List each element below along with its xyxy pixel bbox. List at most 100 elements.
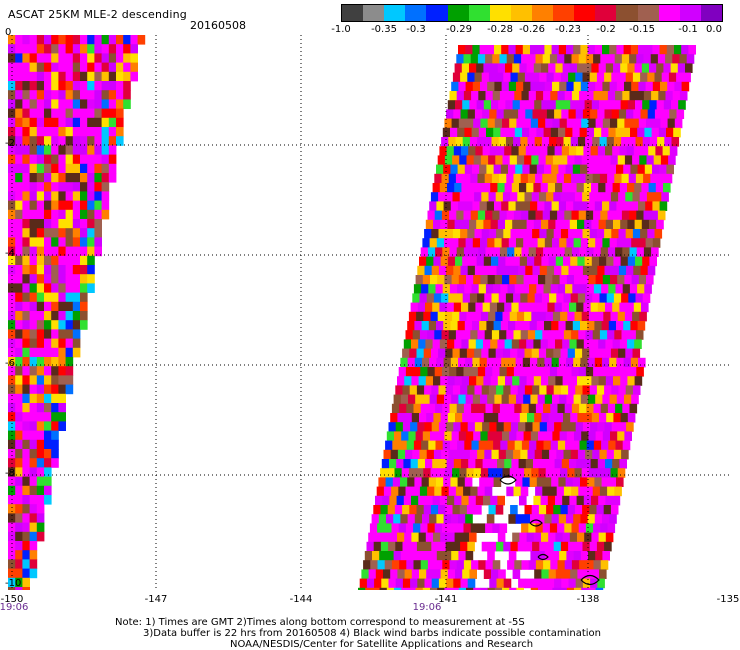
colorbar-segment <box>637 5 659 21</box>
swath-cell <box>116 62 124 73</box>
swath-cell <box>481 541 490 552</box>
swath-cell <box>550 247 558 257</box>
swath-cell <box>80 228 88 238</box>
swath-cell <box>659 164 667 175</box>
swath-cell <box>468 339 477 349</box>
swath-cell <box>36 71 45 82</box>
swath-cell <box>594 357 603 368</box>
swath-cell <box>72 200 81 211</box>
swath-cell <box>565 284 573 294</box>
swath-cell <box>512 569 521 579</box>
swath-cell <box>489 265 497 276</box>
swath-cell <box>551 477 559 487</box>
swath-cell <box>626 265 634 276</box>
swath-cell <box>580 81 589 92</box>
swath-cell <box>94 108 102 119</box>
swath-cell <box>488 155 496 165</box>
swath-cell <box>29 35 38 45</box>
swath-cell <box>445 385 454 395</box>
swath-cell <box>29 403 38 413</box>
swath-cell <box>551 321 559 331</box>
swath-cell <box>443 477 451 487</box>
swath-cell <box>499 173 507 184</box>
swath-cell <box>15 568 23 579</box>
swath-cell <box>130 71 138 82</box>
swath-cell <box>410 302 419 313</box>
swath-cell <box>531 311 539 322</box>
swath-cell <box>36 504 45 514</box>
swath-cell <box>538 192 547 202</box>
swath-cell <box>87 237 95 247</box>
swath-cell <box>29 513 38 523</box>
swath-cell <box>444 551 452 561</box>
swath-cell <box>567 468 575 478</box>
swath-cell <box>480 431 488 441</box>
swath-cell <box>51 255 59 266</box>
swath-cell <box>634 183 642 193</box>
swath-cell <box>435 440 444 451</box>
swath-cell <box>502 348 511 359</box>
swath-cell <box>611 72 619 83</box>
swath-cell <box>433 449 442 460</box>
swath-cell <box>101 99 110 109</box>
swath-cell <box>656 219 664 230</box>
swath-cell <box>414 357 423 368</box>
swath-cell <box>573 394 582 405</box>
swath-cell <box>36 412 45 422</box>
swath-cell <box>676 109 685 119</box>
swath-cell <box>36 182 45 192</box>
swath-cell <box>569 183 577 193</box>
swath-cell <box>536 164 545 175</box>
swath-cell <box>116 35 124 45</box>
swath-cell <box>453 109 461 119</box>
swath-cell <box>611 422 620 432</box>
swath-cell <box>497 302 505 313</box>
swath-cell <box>678 100 686 110</box>
swath-cell <box>650 173 658 184</box>
swath-cell <box>534 293 543 303</box>
swath-cell <box>630 45 639 55</box>
swath-cell <box>475 339 484 349</box>
swath-cell <box>501 81 510 92</box>
map-title: ASCAT 25KM MLE-2 descending <box>8 8 187 21</box>
swath-cell <box>402 578 411 589</box>
swath-cell <box>555 569 564 579</box>
swath-cell <box>378 477 386 487</box>
swath-cell <box>616 477 624 487</box>
swath-cell <box>660 155 669 165</box>
swath-cell <box>646 118 654 129</box>
swath-cell <box>417 422 425 432</box>
swath-cell <box>595 275 604 285</box>
swath-cell <box>29 265 38 275</box>
swath-cell <box>432 339 441 349</box>
swath-cell <box>613 376 621 386</box>
swath-cell <box>15 274 23 284</box>
swath-cell <box>51 117 59 128</box>
swath-cell <box>422 394 430 405</box>
swath-cell <box>15 449 23 459</box>
swath-cell <box>405 449 413 460</box>
swath-cell <box>418 339 426 349</box>
swath-cell <box>467 385 475 395</box>
swath-cell <box>29 99 38 109</box>
swath-cell <box>526 183 534 193</box>
swath-cell <box>560 72 569 83</box>
swath-cell <box>22 62 30 73</box>
swath-cell <box>488 541 497 552</box>
swath-cell <box>618 348 626 359</box>
swath-cell <box>478 247 486 257</box>
swath-cell <box>450 357 459 368</box>
swath-cell <box>595 81 603 92</box>
swath-cell <box>36 209 45 220</box>
swath-cell <box>44 219 52 229</box>
swath-cell <box>618 422 627 432</box>
swath-cell <box>44 458 52 468</box>
swath-cell <box>654 72 663 83</box>
swath-cell <box>501 201 509 211</box>
swath-cell <box>101 62 110 73</box>
swath-cell <box>600 210 608 221</box>
swath-cell <box>589 192 597 202</box>
swath-cell <box>612 339 621 349</box>
swath-cell <box>602 81 610 92</box>
swath-cell <box>474 229 483 239</box>
